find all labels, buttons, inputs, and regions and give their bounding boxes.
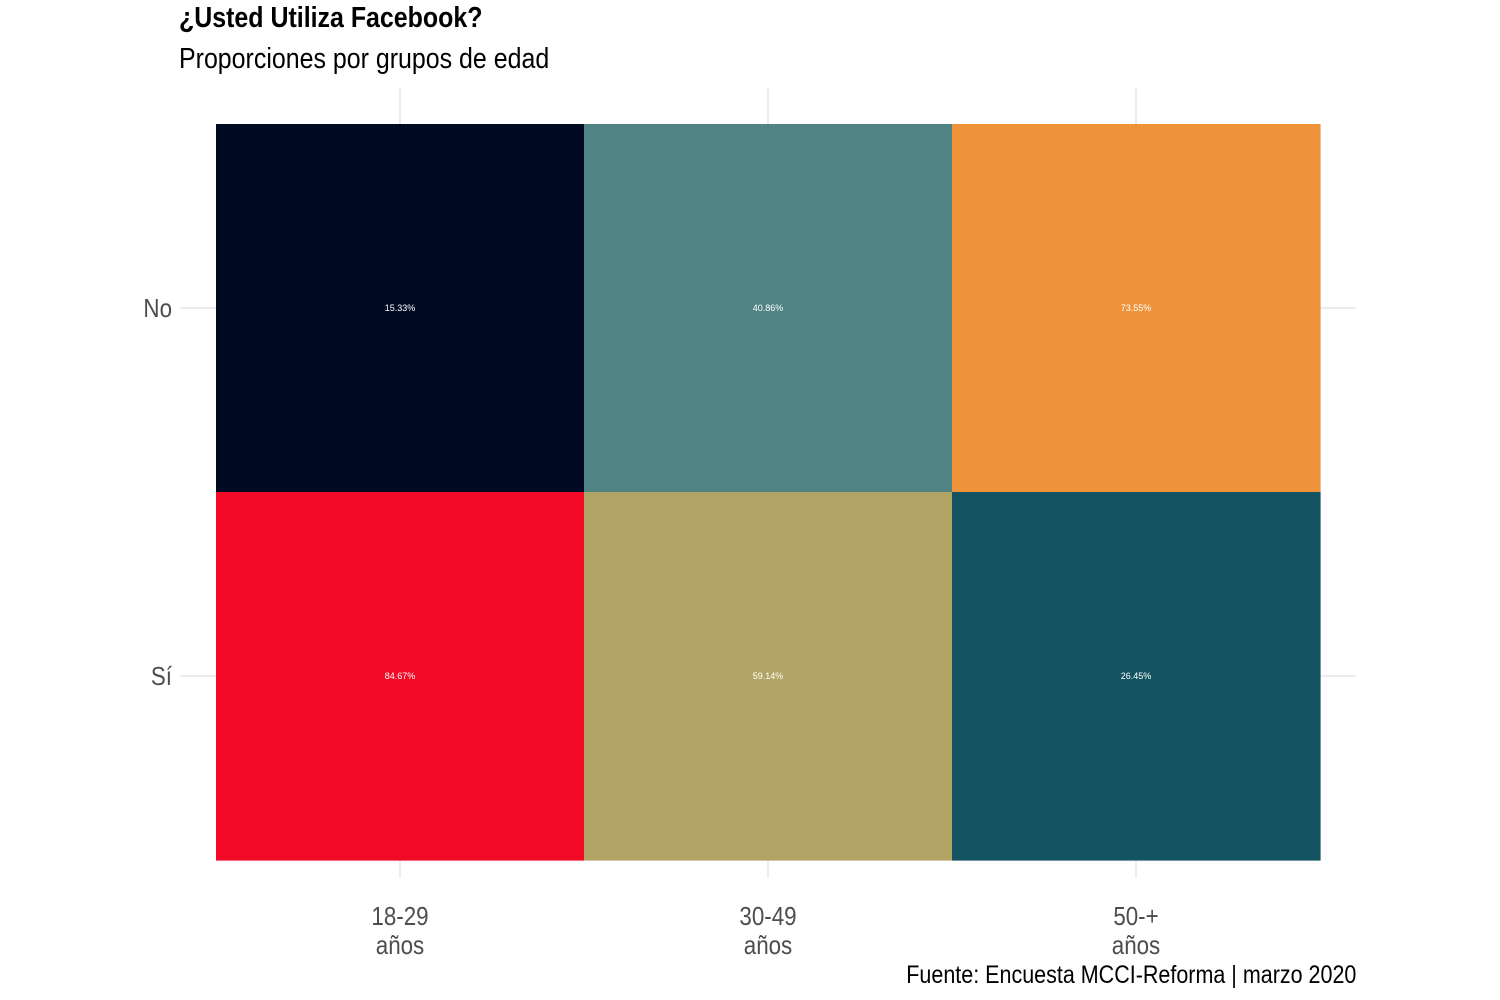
cell-value-label: 59.14%	[753, 671, 784, 681]
cell-label-layer: 15.33% 40.86% 73.55% 84.67% 59.14% 26.45%	[385, 303, 1152, 681]
heatmap-cell	[216, 492, 585, 861]
y-tick-label: No	[143, 294, 172, 323]
x-tick-label-line2: años	[1112, 931, 1160, 960]
y-tick-label-text: Sí	[151, 662, 172, 691]
heatmap-cell	[952, 124, 1321, 493]
x-tick-label: 50-+años	[1112, 902, 1160, 960]
x-tick-label-line1: 18-29	[371, 902, 428, 931]
heatmap-cell	[584, 492, 953, 861]
x-tick-label-line1: 50-+	[1113, 902, 1158, 931]
cell-value-label: 15.33%	[385, 303, 416, 313]
chart-subtitle: Proporciones por grupos de edad	[179, 43, 550, 75]
cell-value-label: 73.55%	[1121, 303, 1152, 313]
heatmap-cell	[584, 124, 953, 493]
x-tick-label-line2: años	[744, 931, 792, 960]
cell-value-label: 40.86%	[753, 303, 784, 313]
x-tick-label-line1: 30-49	[739, 902, 796, 931]
y-tick-label: Sí	[151, 662, 172, 691]
cell-value-label: 84.67%	[385, 671, 416, 681]
heatmap-cell	[216, 124, 585, 493]
chart-caption: Fuente: Encuesta MCCI-Reforma | marzo 20…	[905, 961, 1356, 989]
heatmap-cell	[952, 492, 1321, 861]
y-tick-label-text: No	[143, 294, 172, 323]
cell-value-label: 26.45%	[1121, 671, 1152, 681]
cell-layer	[216, 124, 1321, 861]
chart-title: ¿Usted Utiliza Facebook?	[179, 2, 483, 34]
x-tick-label-line2: años	[376, 931, 424, 960]
